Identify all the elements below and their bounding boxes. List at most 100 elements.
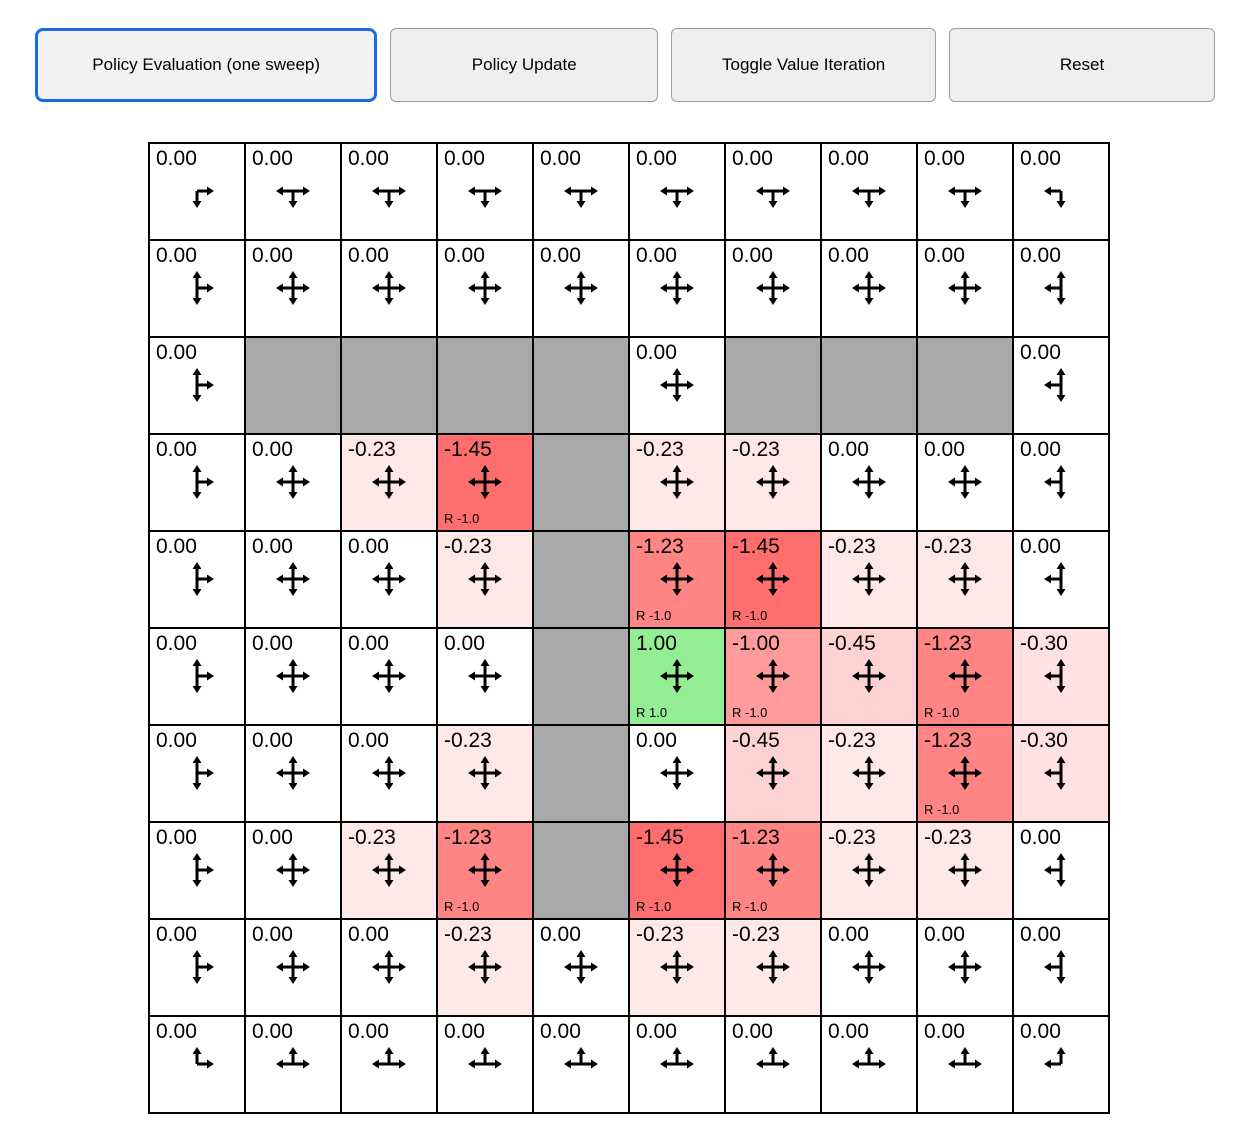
grid-cell[interactable]: 0.00: [1014, 144, 1108, 239]
grid-cell[interactable]: 0.00: [822, 435, 916, 530]
grid-cell[interactable]: 0.00: [150, 532, 244, 627]
grid-cell[interactable]: 0.00: [150, 241, 244, 336]
grid-cell[interactable]: 0.00: [150, 435, 244, 530]
grid-cell[interactable]: 0.00: [150, 823, 244, 918]
grid-cell[interactable]: 0.00: [534, 920, 628, 1015]
grid-cell[interactable]: 0.00: [1014, 920, 1108, 1015]
grid-cell[interactable]: -0.23: [822, 823, 916, 918]
grid-cell[interactable]: -1.23 R -1.0: [918, 629, 1012, 724]
grid-cell[interactable]: 0.00: [342, 920, 436, 1015]
grid-cell[interactable]: -0.23: [918, 823, 1012, 918]
wall-cell[interactable]: [918, 338, 1012, 433]
grid-cell[interactable]: 0.00: [630, 144, 724, 239]
grid-cell[interactable]: 0.00: [534, 241, 628, 336]
grid-cell[interactable]: -0.23: [726, 435, 820, 530]
grid-cell[interactable]: 0.00: [342, 532, 436, 627]
grid-cell[interactable]: -1.45 R -1.0: [726, 532, 820, 627]
grid-cell[interactable]: 0.00: [246, 823, 340, 918]
grid-cell[interactable]: 0.00: [630, 241, 724, 336]
grid-cell[interactable]: 0.00: [726, 1017, 820, 1112]
grid-cell[interactable]: 0.00: [246, 144, 340, 239]
grid-cell[interactable]: -0.23: [438, 532, 532, 627]
grid-cell[interactable]: 0.00: [726, 241, 820, 336]
wall-cell[interactable]: [726, 338, 820, 433]
grid-cell[interactable]: -1.00 R -1.0: [726, 629, 820, 724]
grid-cell[interactable]: 0.00: [438, 1017, 532, 1112]
grid-cell[interactable]: 0.00: [822, 144, 916, 239]
grid-cell[interactable]: -0.23: [342, 823, 436, 918]
grid-cell[interactable]: 0.00: [150, 920, 244, 1015]
grid-cell[interactable]: -0.45: [726, 726, 820, 821]
grid-cell[interactable]: 0.00: [1014, 338, 1108, 433]
wall-cell[interactable]: [534, 532, 628, 627]
grid-cell[interactable]: 0.00: [342, 629, 436, 724]
grid-cell[interactable]: -1.23 R -1.0: [630, 532, 724, 627]
grid-cell[interactable]: 0.00: [150, 338, 244, 433]
grid-cell[interactable]: 0.00: [150, 726, 244, 821]
grid-cell[interactable]: 0.00: [1014, 532, 1108, 627]
grid-cell[interactable]: -1.45 R -1.0: [630, 823, 724, 918]
grid-cell[interactable]: 0.00: [246, 532, 340, 627]
grid-cell[interactable]: 0.00: [918, 241, 1012, 336]
grid-cell[interactable]: -1.23 R -1.0: [438, 823, 532, 918]
grid-cell[interactable]: 0.00: [534, 1017, 628, 1112]
wall-cell[interactable]: [342, 338, 436, 433]
grid-cell[interactable]: -0.23: [822, 532, 916, 627]
grid-cell[interactable]: 0.00: [534, 144, 628, 239]
grid-cell[interactable]: 0.00: [918, 920, 1012, 1015]
grid-cell[interactable]: 0.00: [1014, 435, 1108, 530]
grid-cell[interactable]: -0.23: [726, 920, 820, 1015]
grid-cell[interactable]: -0.23: [822, 726, 916, 821]
wall-cell[interactable]: [534, 823, 628, 918]
grid-cell[interactable]: 0.00: [726, 144, 820, 239]
grid-cell[interactable]: 0.00: [342, 241, 436, 336]
grid-cell[interactable]: 0.00: [1014, 241, 1108, 336]
grid-cell[interactable]: -0.30: [1014, 629, 1108, 724]
grid-cell[interactable]: 0.00: [438, 629, 532, 724]
grid-cell[interactable]: -0.45: [822, 629, 916, 724]
grid-cell[interactable]: 0.00: [630, 338, 724, 433]
grid-cell[interactable]: 0.00: [918, 435, 1012, 530]
grid-cell[interactable]: 0.00: [342, 144, 436, 239]
grid-cell[interactable]: 1.00 R 1.0: [630, 629, 724, 724]
grid-cell[interactable]: -0.23: [918, 532, 1012, 627]
grid-cell[interactable]: 0.00: [246, 241, 340, 336]
grid-cell[interactable]: 0.00: [918, 1017, 1012, 1112]
toolbar-button-reset[interactable]: Reset: [949, 28, 1215, 102]
wall-cell[interactable]: [534, 435, 628, 530]
toolbar-button-policy-evaluation-one-sweep[interactable]: Policy Evaluation (one sweep): [35, 28, 378, 102]
grid-cell[interactable]: -0.30: [1014, 726, 1108, 821]
toolbar-button-policy-update[interactable]: Policy Update: [390, 28, 659, 102]
grid-cell[interactable]: 0.00: [1014, 823, 1108, 918]
grid-cell[interactable]: -1.23 R -1.0: [726, 823, 820, 918]
grid-cell[interactable]: -0.23: [630, 435, 724, 530]
grid-cell[interactable]: 0.00: [246, 435, 340, 530]
grid-cell[interactable]: 0.00: [822, 920, 916, 1015]
grid-cell[interactable]: 0.00: [246, 629, 340, 724]
grid-cell[interactable]: 0.00: [246, 920, 340, 1015]
wall-cell[interactable]: [534, 629, 628, 724]
grid-cell[interactable]: 0.00: [342, 1017, 436, 1112]
grid-cell[interactable]: 0.00: [1014, 1017, 1108, 1112]
grid-cell[interactable]: 0.00: [342, 726, 436, 821]
grid-cell[interactable]: 0.00: [438, 241, 532, 336]
grid-cell[interactable]: 0.00: [630, 1017, 724, 1112]
grid-cell[interactable]: 0.00: [630, 726, 724, 821]
grid-cell[interactable]: 0.00: [822, 241, 916, 336]
grid-cell[interactable]: 0.00: [246, 726, 340, 821]
grid-cell[interactable]: 0.00: [438, 144, 532, 239]
grid-cell[interactable]: 0.00: [918, 144, 1012, 239]
wall-cell[interactable]: [438, 338, 532, 433]
wall-cell[interactable]: [246, 338, 340, 433]
grid-cell[interactable]: 0.00: [150, 629, 244, 724]
grid-cell[interactable]: -0.23: [438, 726, 532, 821]
wall-cell[interactable]: [534, 338, 628, 433]
grid-cell[interactable]: 0.00: [246, 1017, 340, 1112]
toolbar-button-toggle-value-iteration[interactable]: Toggle Value Iteration: [671, 28, 937, 102]
wall-cell[interactable]: [822, 338, 916, 433]
grid-cell[interactable]: 0.00: [150, 1017, 244, 1112]
grid-cell[interactable]: 0.00: [150, 144, 244, 239]
wall-cell[interactable]: [534, 726, 628, 821]
grid-cell[interactable]: -1.23 R -1.0: [918, 726, 1012, 821]
grid-cell[interactable]: -0.23: [342, 435, 436, 530]
